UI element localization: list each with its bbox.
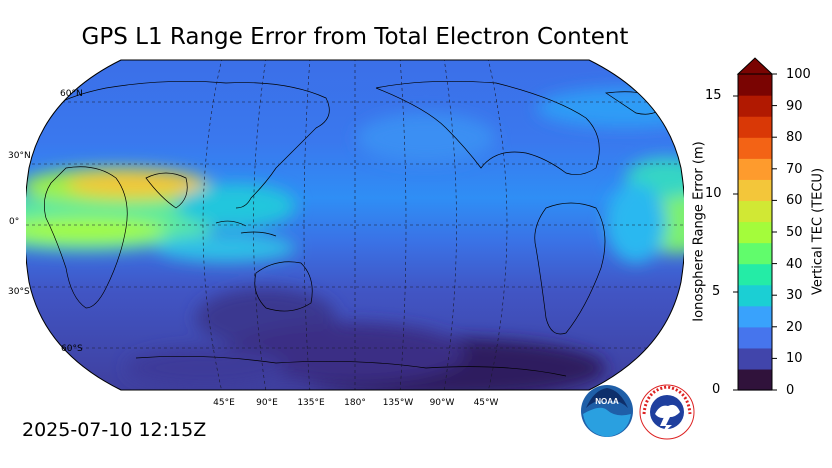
tec-tick-40: 40	[786, 257, 803, 272]
colorbar-band	[738, 74, 772, 96]
colorbar-band	[738, 347, 772, 370]
graticule	[26, 60, 684, 390]
colorbar-ticks-right	[772, 73, 777, 391]
colorbar-band	[738, 179, 772, 201]
tec-tick-0: 0	[786, 383, 795, 398]
lat-label-0: 0°	[9, 217, 20, 227]
lat-label-60s: 60°S	[61, 344, 83, 354]
lon-label-90w: 90°W	[429, 398, 455, 408]
tec-tick-90: 90	[786, 99, 803, 114]
tec-tick-60: 60	[786, 193, 803, 208]
globe-outline	[26, 59, 684, 391]
colorbar-band	[738, 221, 772, 244]
lat-label-30n: 30°N	[8, 151, 31, 161]
lon-label-45w: 45°W	[473, 398, 499, 408]
range-tick-5: 5	[712, 284, 721, 299]
tec-tick-70: 70	[786, 162, 803, 177]
colorbar-band	[738, 326, 772, 349]
chart-title: GPS L1 Range Error from Total Electron C…	[81, 24, 629, 50]
noaa-logo: NOAA	[581, 385, 633, 437]
range-tick-15: 15	[705, 88, 722, 103]
tec-tick-20: 20	[786, 320, 803, 335]
range-tick-0: 0	[712, 382, 721, 397]
coastlines	[33, 80, 667, 377]
lon-label-135e: 135°E	[297, 398, 325, 408]
lon-label-90e: 90°E	[256, 398, 278, 408]
colorbar-band	[738, 284, 772, 307]
colorbar-band	[738, 158, 772, 180]
range-tick-10: 10	[705, 186, 722, 201]
colorbar-band	[738, 200, 772, 223]
colorbar-bands	[738, 74, 772, 391]
tec-map	[26, 59, 684, 391]
colorbar-band	[738, 242, 772, 265]
tec-tick-100: 100	[786, 67, 811, 82]
lon-label-180: 180°	[344, 398, 366, 408]
lat-label-30s: 30°S	[8, 287, 30, 297]
colorbar-ticks-left	[733, 95, 738, 391]
colorbar-band	[738, 137, 772, 159]
lon-label-45e: 45°E	[213, 398, 235, 408]
colorbar	[733, 57, 777, 391]
agency-logos: NOAA	[581, 384, 695, 440]
colorbar-band	[738, 305, 772, 328]
colorbar-band	[738, 95, 772, 117]
lon-label-135w: 135°W	[382, 398, 414, 408]
tec-tick-80: 80	[786, 130, 803, 145]
colorbar-band	[738, 368, 772, 391]
noaa-logo-text: NOAA	[595, 397, 619, 406]
tec-tick-10: 10	[786, 351, 803, 366]
lat-label-60n: 60°N	[60, 89, 83, 99]
colorbar-extend-arrow	[736, 57, 774, 75]
colorbar-band	[738, 263, 772, 286]
valid-time: 2025-07-10 12:15Z	[22, 419, 207, 441]
nws-logo	[639, 384, 695, 440]
range-error-axis-label: Ionosphere Range Error (m)	[691, 141, 707, 322]
tec-axis-label: Vertical TEC (TECU)	[810, 167, 826, 296]
tec-tick-50: 50	[786, 225, 803, 240]
colorbar-band	[738, 116, 772, 138]
tec-tick-30: 30	[786, 288, 803, 303]
